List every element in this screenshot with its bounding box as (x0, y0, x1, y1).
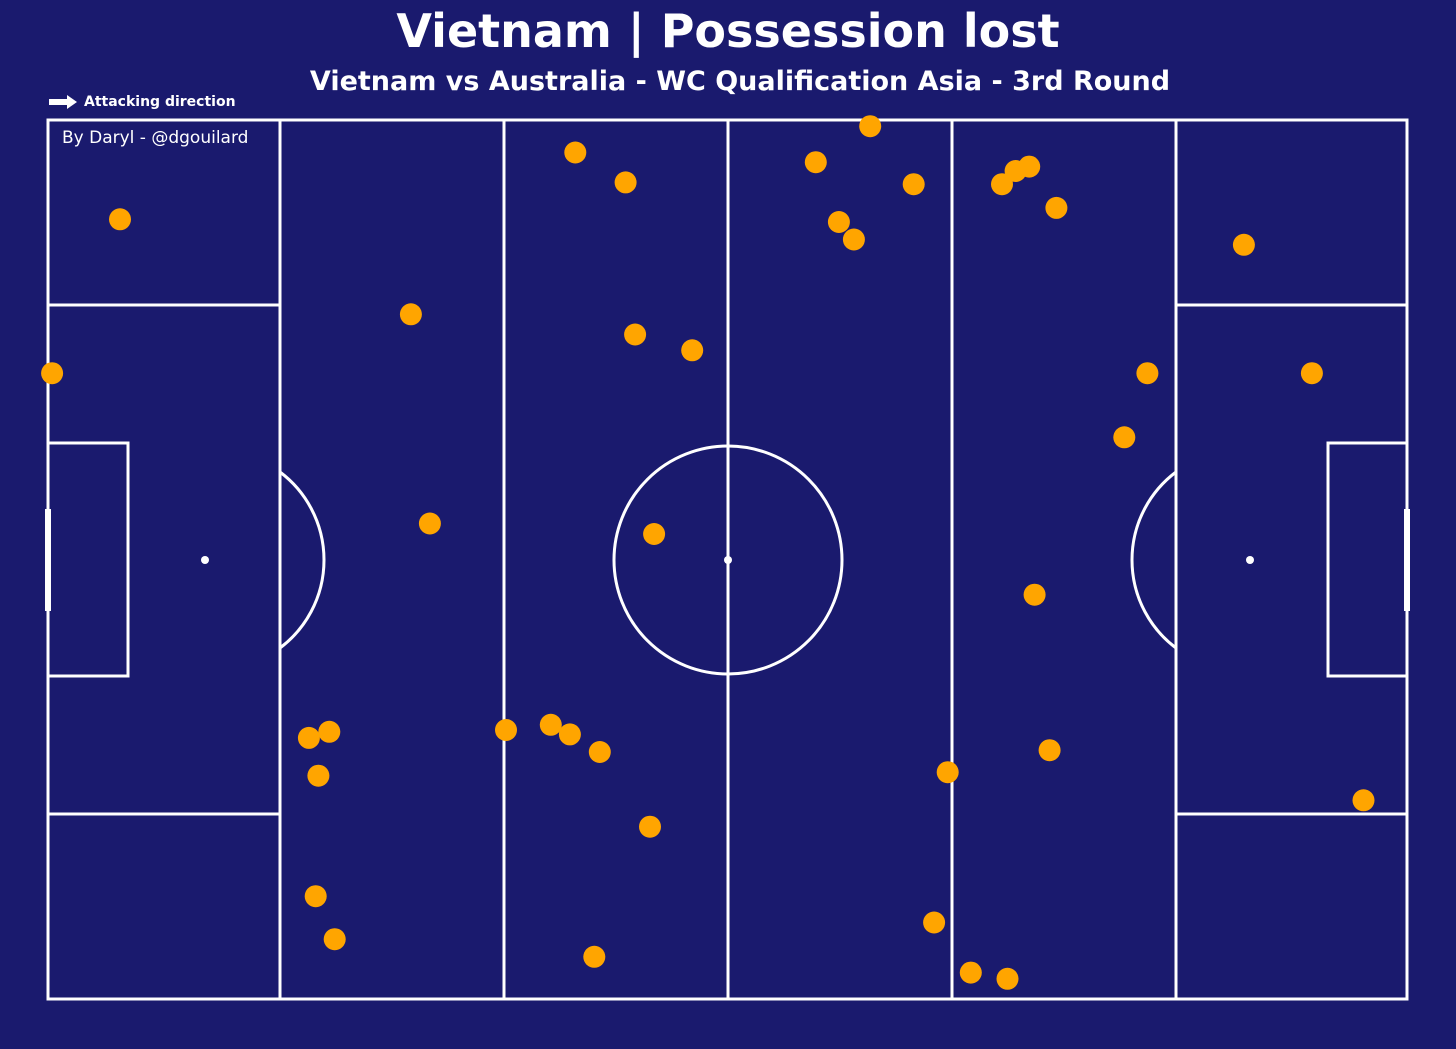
possession-lost-point-39 (1300, 362, 1323, 385)
possession-lost-points (41, 115, 1375, 990)
possession-lost-point-17 (624, 323, 647, 346)
right-penalty-arc (1130, 470, 1177, 650)
possession-lost-point-16 (614, 171, 637, 194)
attacking-direction-legend: Attacking direction (48, 90, 236, 114)
possession-lost-point-37 (1136, 362, 1159, 385)
possession-lost-point-3 (297, 726, 320, 749)
possession-lost-point-6 (318, 720, 341, 743)
possession-lost-point-2 (109, 208, 131, 231)
possession-lost-point-25 (902, 173, 925, 196)
possession-lost-point-21 (804, 151, 827, 174)
possession-lost-point-40 (1352, 789, 1375, 812)
credit-text: By Daryl - @dgouilard (62, 128, 249, 148)
possession-lost-point-29 (991, 173, 1013, 196)
possession-lost-point-27 (936, 761, 959, 784)
left-goal (45, 509, 51, 611)
possession-lost-point-28 (959, 961, 982, 984)
possession-lost-point-1 (41, 362, 64, 385)
possession-lost-point-30 (996, 967, 1019, 990)
possession-lost-point-32 (1018, 155, 1041, 178)
possession-lost-point-11 (539, 713, 562, 736)
possession-lost-point-10 (495, 719, 517, 741)
possession-lost-point-18 (639, 815, 661, 838)
possession-lost-point-4 (304, 885, 327, 908)
possession-lost-point-38 (1232, 233, 1255, 256)
possession-lost-point-24 (859, 115, 882, 138)
possession-lost-point-34 (1038, 739, 1061, 762)
left-penalty-arc (279, 470, 326, 650)
chart-title: Vietnam | Possession lost (396, 4, 1060, 58)
possession-lost-point-36 (1113, 426, 1136, 449)
left-penalty-spot (201, 556, 209, 564)
possession-lost-point-22 (827, 211, 850, 233)
possession-lost-point-14 (583, 945, 606, 968)
possession-lost-point-13 (564, 141, 587, 164)
possession-lost-point-9 (418, 512, 441, 535)
possession-lost-point-26 (923, 911, 946, 934)
right-goal (1404, 509, 1410, 611)
possession-lost-point-8 (399, 303, 422, 326)
attacking-direction-label: Attacking direction (84, 94, 236, 110)
possession-lost-point-35 (1045, 196, 1068, 219)
center-circle (612, 444, 844, 676)
possession-lost-point-7 (323, 928, 346, 951)
right-six-yard-box (1326, 441, 1407, 678)
possession-lost-point-12 (558, 723, 581, 746)
possession-lost-point-15 (588, 741, 611, 763)
possession-lost-point-5 (307, 764, 330, 787)
chart-subtitle: Vietnam vs Australia - WC Qualification … (309, 66, 1171, 97)
possession-lost-point-19 (643, 523, 666, 545)
possession-lost-point-20 (681, 339, 704, 362)
center-spot (724, 556, 732, 564)
right-penalty-spot (1246, 556, 1254, 564)
possession-lost-point-33 (1023, 583, 1046, 606)
possession-lost-point-23 (842, 228, 865, 251)
left-six-yard-box (48, 441, 130, 678)
arrow-right-icon (49, 95, 77, 109)
